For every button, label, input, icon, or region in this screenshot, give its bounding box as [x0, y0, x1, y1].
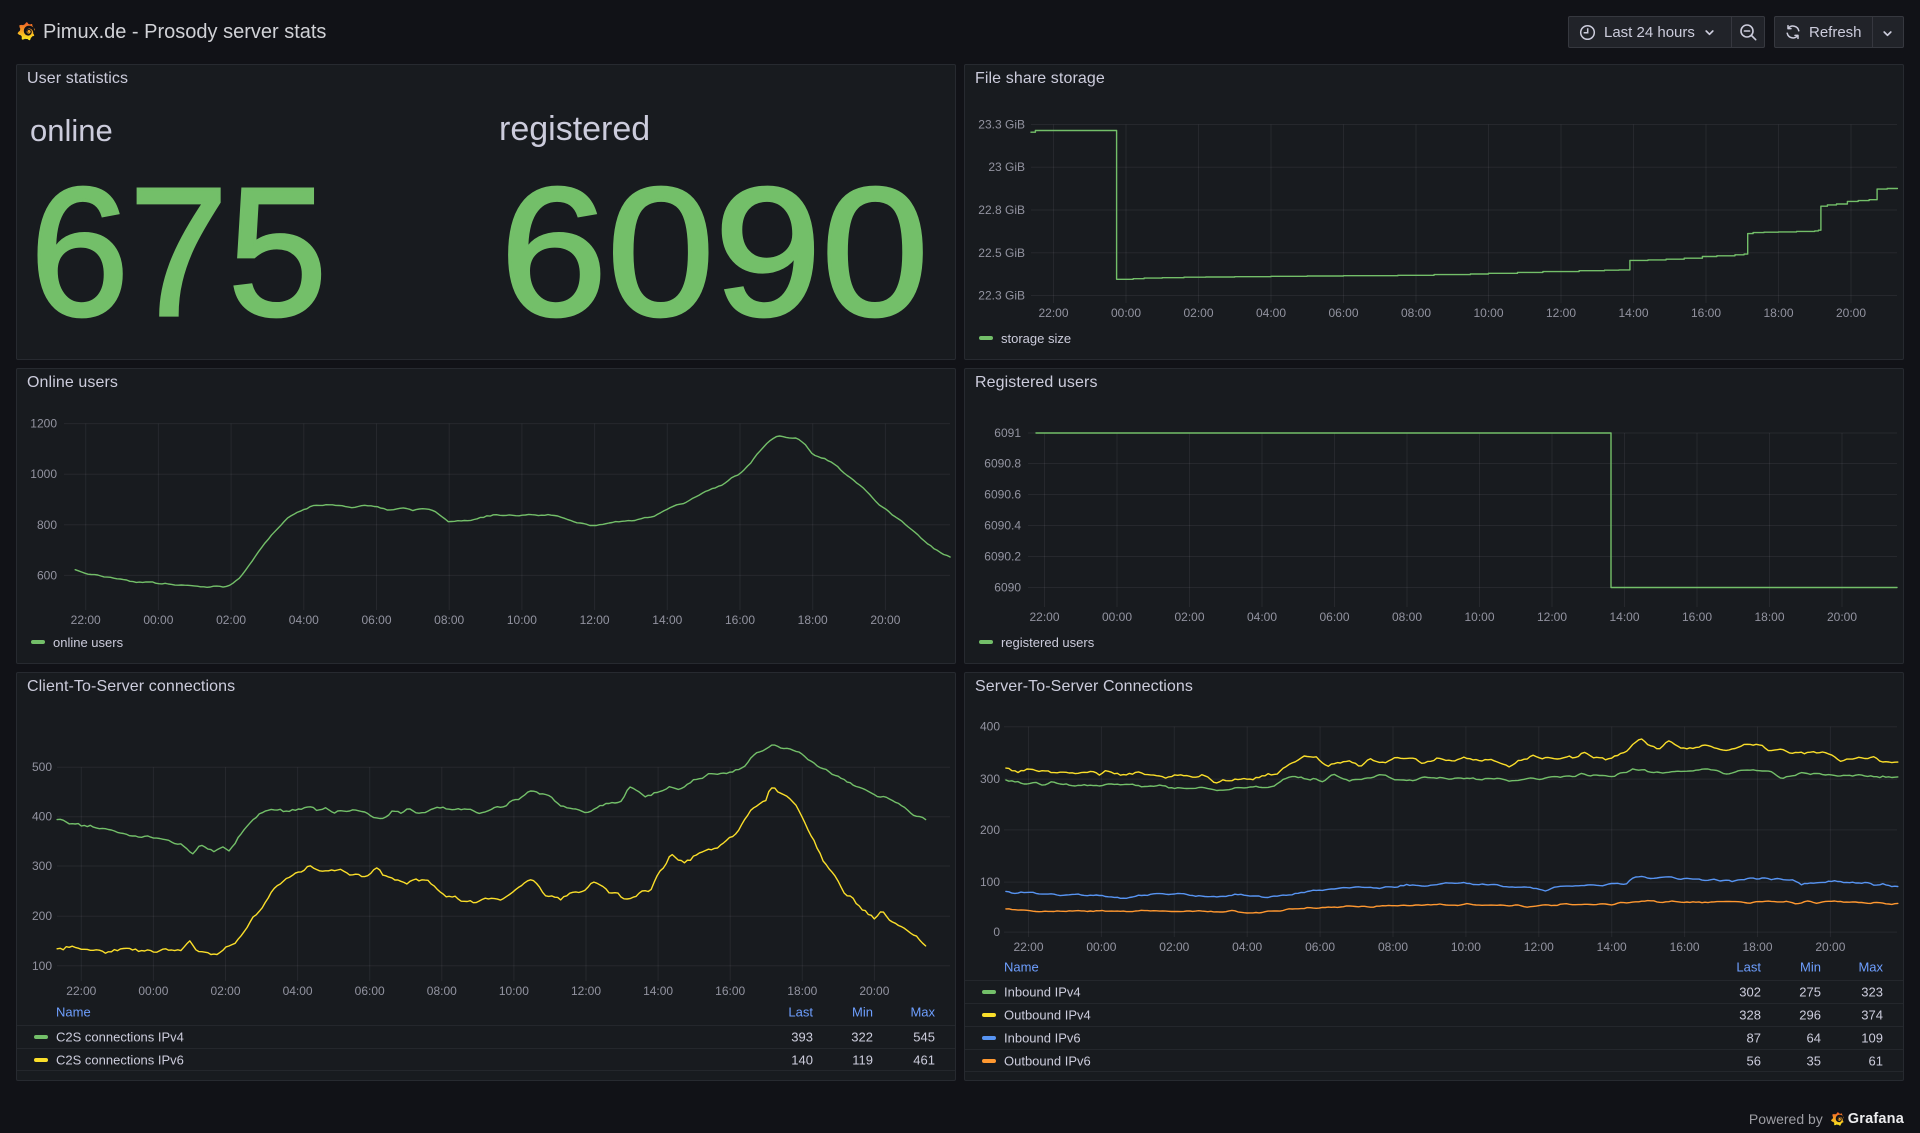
svg-text:10:00: 10:00	[1473, 306, 1503, 320]
svg-text:20:00: 20:00	[870, 613, 900, 627]
svg-text:10:00: 10:00	[499, 984, 529, 998]
svg-text:100: 100	[980, 875, 1000, 889]
svg-text:08:00: 08:00	[1401, 306, 1431, 320]
svg-text:08:00: 08:00	[1392, 610, 1422, 624]
svg-text:22:00: 22:00	[1013, 940, 1043, 954]
svg-text:100: 100	[32, 959, 52, 973]
svg-text:22:00: 22:00	[1038, 306, 1068, 320]
svg-text:22:00: 22:00	[66, 984, 96, 998]
svg-text:300: 300	[32, 859, 52, 873]
svg-text:200: 200	[32, 909, 52, 923]
svg-text:04:00: 04:00	[1256, 306, 1286, 320]
svg-text:22:00: 22:00	[71, 613, 101, 627]
svg-text:16:00: 16:00	[1670, 940, 1700, 954]
svg-text:0: 0	[993, 925, 1000, 939]
svg-text:02:00: 02:00	[1174, 610, 1204, 624]
svg-text:04:00: 04:00	[1232, 940, 1262, 954]
svg-text:22.8 GiB: 22.8 GiB	[978, 203, 1025, 217]
svg-text:16:00: 16:00	[1682, 610, 1712, 624]
svg-text:18:00: 18:00	[1763, 306, 1793, 320]
svg-text:20:00: 20:00	[1815, 940, 1845, 954]
svg-text:6090.6: 6090.6	[984, 488, 1021, 502]
svg-text:12:00: 12:00	[571, 984, 601, 998]
svg-text:18:00: 18:00	[798, 613, 828, 627]
svg-text:06:00: 06:00	[361, 613, 391, 627]
svg-text:18:00: 18:00	[1742, 940, 1772, 954]
svg-text:400: 400	[32, 810, 52, 824]
svg-text:04:00: 04:00	[283, 984, 313, 998]
svg-text:23 GiB: 23 GiB	[988, 160, 1025, 174]
svg-text:02:00: 02:00	[210, 984, 240, 998]
svg-text:00:00: 00:00	[138, 984, 168, 998]
svg-text:1200: 1200	[30, 417, 57, 431]
svg-text:10:00: 10:00	[507, 613, 537, 627]
svg-text:400: 400	[980, 720, 1000, 734]
svg-text:02:00: 02:00	[1183, 306, 1213, 320]
svg-text:14:00: 14:00	[1618, 306, 1648, 320]
svg-text:00:00: 00:00	[1111, 306, 1141, 320]
svg-text:300: 300	[980, 772, 1000, 786]
svg-text:22.5 GiB: 22.5 GiB	[978, 246, 1025, 260]
svg-text:08:00: 08:00	[1378, 940, 1408, 954]
svg-text:14:00: 14:00	[652, 613, 682, 627]
svg-text:18:00: 18:00	[787, 984, 817, 998]
svg-text:08:00: 08:00	[427, 984, 457, 998]
svg-text:14:00: 14:00	[1609, 610, 1639, 624]
svg-text:12:00: 12:00	[1546, 306, 1576, 320]
svg-text:20:00: 20:00	[859, 984, 889, 998]
svg-text:800: 800	[37, 518, 57, 532]
svg-text:16:00: 16:00	[715, 984, 745, 998]
svg-text:500: 500	[32, 760, 52, 774]
svg-text:08:00: 08:00	[434, 613, 464, 627]
svg-text:10:00: 10:00	[1451, 940, 1481, 954]
svg-text:600: 600	[37, 568, 57, 582]
svg-text:22:00: 22:00	[1029, 610, 1059, 624]
svg-text:6090.8: 6090.8	[984, 457, 1021, 471]
svg-text:16:00: 16:00	[1691, 306, 1721, 320]
svg-text:14:00: 14:00	[1597, 940, 1627, 954]
svg-text:04:00: 04:00	[1247, 610, 1277, 624]
svg-text:12:00: 12:00	[1524, 940, 1554, 954]
svg-text:12:00: 12:00	[580, 613, 610, 627]
svg-text:02:00: 02:00	[216, 613, 246, 627]
svg-text:22.3 GiB: 22.3 GiB	[978, 289, 1025, 303]
svg-text:18:00: 18:00	[1754, 610, 1784, 624]
svg-text:10:00: 10:00	[1464, 610, 1494, 624]
svg-text:20:00: 20:00	[1827, 610, 1857, 624]
svg-text:12:00: 12:00	[1537, 610, 1567, 624]
svg-text:02:00: 02:00	[1159, 940, 1189, 954]
svg-text:00:00: 00:00	[1086, 940, 1116, 954]
svg-text:6090.2: 6090.2	[984, 550, 1021, 564]
svg-text:16:00: 16:00	[725, 613, 755, 627]
svg-text:14:00: 14:00	[643, 984, 673, 998]
svg-text:1000: 1000	[30, 467, 57, 481]
svg-text:06:00: 06:00	[1328, 306, 1358, 320]
svg-text:06:00: 06:00	[1305, 940, 1335, 954]
svg-text:6090.4: 6090.4	[984, 519, 1021, 533]
svg-text:23.3 GiB: 23.3 GiB	[978, 118, 1025, 132]
svg-text:6091: 6091	[994, 426, 1021, 440]
svg-text:200: 200	[980, 823, 1000, 837]
svg-text:04:00: 04:00	[289, 613, 319, 627]
svg-text:06:00: 06:00	[355, 984, 385, 998]
svg-text:00:00: 00:00	[143, 613, 173, 627]
svg-text:20:00: 20:00	[1836, 306, 1866, 320]
svg-text:00:00: 00:00	[1102, 610, 1132, 624]
svg-text:6090: 6090	[994, 581, 1021, 595]
svg-text:06:00: 06:00	[1319, 610, 1349, 624]
